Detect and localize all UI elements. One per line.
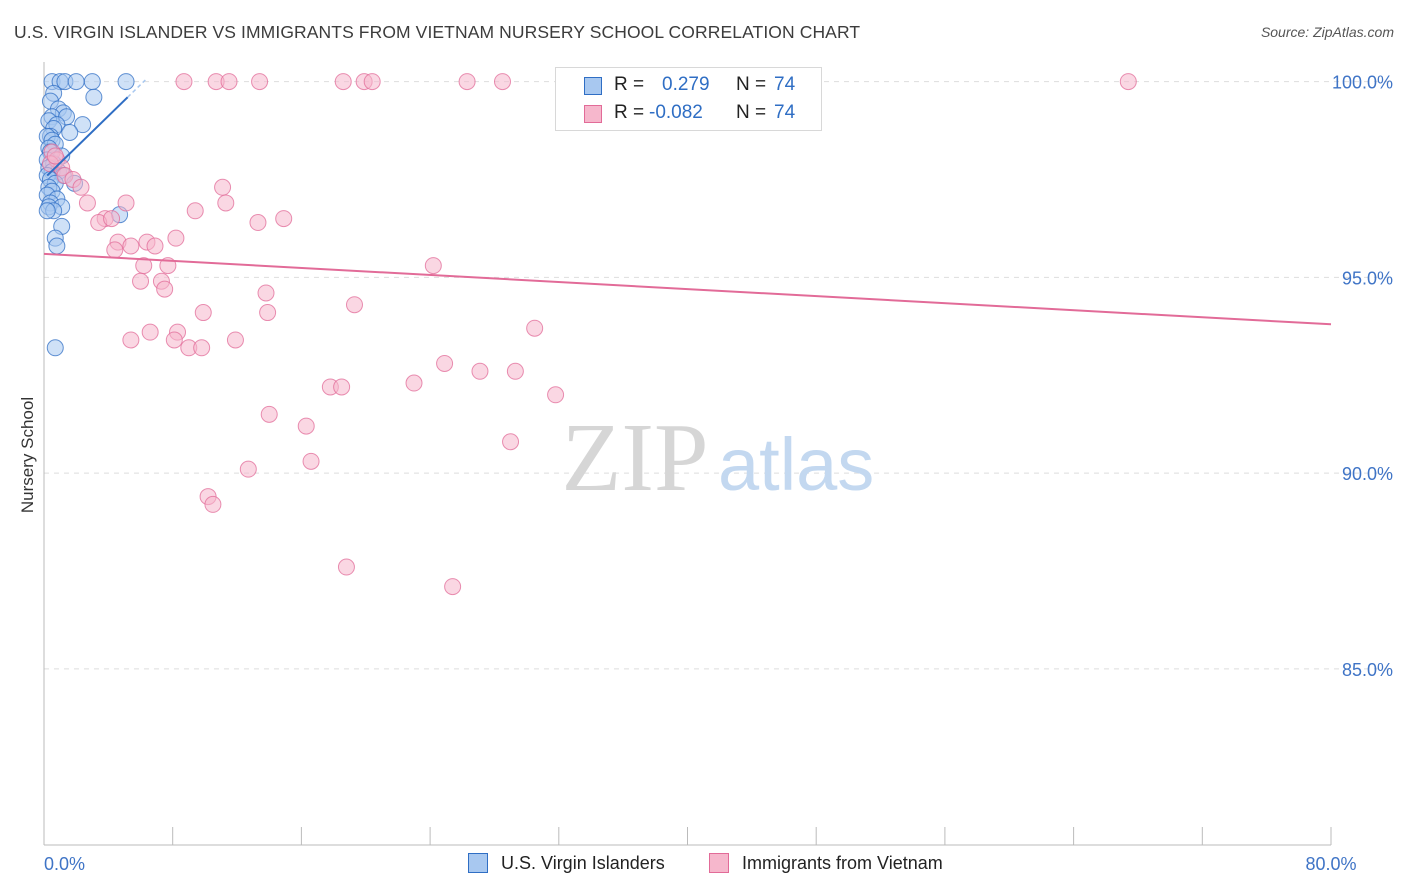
correlation-box: R = 0.279 N = 74 R = -0.082 N = 74: [555, 67, 822, 131]
n-value: 74: [774, 102, 796, 123]
point-virgin-islanders: [67, 73, 85, 91]
point-virgin-islanders: [61, 123, 79, 141]
point-vietnam: [493, 73, 511, 91]
point-vietnam: [334, 73, 352, 91]
point-vietnam: [333, 378, 351, 396]
point-vietnam: [458, 73, 476, 91]
x-tick-label: 0.0%: [44, 854, 85, 874]
point-vietnam: [214, 178, 232, 196]
point-vietnam: [141, 323, 159, 341]
point-vietnam: [165, 331, 183, 349]
point-vietnam: [526, 319, 544, 337]
axes: [43, 62, 1332, 846]
point-vietnam: [239, 460, 257, 478]
legend-swatch-blue: [468, 853, 488, 873]
point-vietnam: [249, 214, 267, 232]
correlation-row-blue: R = 0.279 N = 74: [556, 73, 821, 99]
source-label: Source: ZipAtlas.com: [1260, 24, 1394, 40]
trend-line-vietnam: [43, 252, 1332, 326]
point-virgin-islanders: [83, 73, 101, 91]
point-vietnam: [217, 194, 235, 212]
point-vietnam: [186, 202, 204, 220]
point-vietnam: [175, 73, 193, 91]
legend-label: Immigrants from Vietnam: [742, 853, 943, 873]
point-vietnam: [1119, 73, 1137, 91]
r-value: -0.082: [649, 102, 703, 123]
blue-swatch: [584, 77, 602, 95]
point-virgin-islanders: [74, 116, 92, 134]
point-vietnam: [471, 362, 489, 380]
point-vietnam: [194, 304, 212, 322]
point-vietnam: [547, 386, 565, 404]
point-vietnam: [103, 210, 121, 228]
point-vietnam: [444, 578, 462, 596]
point-vietnam: [502, 433, 520, 451]
point-vietnam: [259, 304, 277, 322]
point-vietnam: [302, 452, 320, 470]
point-vietnam: [132, 272, 150, 290]
watermark: ZIP atlas: [562, 404, 875, 512]
legend-swatch-pink: [709, 853, 729, 873]
watermark-zip: ZIP: [562, 404, 709, 512]
point-vietnam: [337, 558, 355, 576]
point-vietnam: [156, 280, 174, 298]
data-points: [38, 73, 1137, 596]
point-vietnam: [297, 417, 315, 435]
point-vietnam: [122, 331, 140, 349]
pink-swatch: [584, 105, 602, 123]
point-vietnam: [506, 362, 524, 380]
point-virgin-islanders: [85, 88, 103, 106]
point-vietnam: [424, 257, 442, 275]
tick-labels: 100.0% 95.0% 90.0% 85.0% 0.0% 80.0%: [44, 73, 1393, 874]
point-vietnam: [226, 331, 244, 349]
point-vietnam: [275, 210, 293, 228]
point-vietnam: [193, 339, 211, 357]
point-vietnam: [72, 178, 90, 196]
point-vietnam: [117, 194, 135, 212]
point-vietnam: [405, 374, 423, 392]
point-virgin-islanders: [117, 73, 135, 91]
point-vietnam: [167, 229, 185, 247]
point-vietnam: [78, 194, 96, 212]
point-vietnam: [122, 237, 140, 255]
point-vietnam: [363, 73, 381, 91]
y-tick-label: 90.0%: [1342, 464, 1393, 484]
x-tick-label: 80.0%: [1305, 854, 1356, 874]
point-vietnam: [260, 405, 278, 423]
r-label: R =: [614, 74, 645, 95]
legend-label: U.S. Virgin Islanders: [501, 853, 665, 873]
point-vietnam: [106, 241, 124, 259]
y-tick-label: 85.0%: [1342, 660, 1393, 680]
correlation-row-pink: R = -0.082 N = 74: [556, 101, 821, 127]
r-label: R =: [614, 102, 645, 123]
y-tick-label: 95.0%: [1342, 268, 1393, 288]
trend-lines: [43, 79, 1332, 326]
point-vietnam: [257, 284, 275, 302]
point-vietnam: [345, 296, 363, 314]
y-tick-label: 100.0%: [1332, 73, 1393, 93]
chart-title: U.S. VIRGIN ISLANDER VS IMMIGRANTS FROM …: [14, 22, 861, 42]
point-vietnam: [46, 147, 64, 165]
watermark-atlas: atlas: [718, 423, 874, 506]
trend-line-virgin-islanders: [46, 96, 129, 177]
point-virgin-islanders: [46, 339, 64, 357]
gridlines: [44, 81, 1394, 670]
r-value: 0.279: [662, 74, 710, 95]
point-vietnam: [146, 237, 164, 255]
point-vietnam: [204, 495, 222, 513]
point-virgin-islanders: [38, 202, 56, 220]
n-label: N =: [736, 102, 767, 123]
n-value: 74: [774, 74, 796, 95]
point-vietnam: [436, 354, 454, 372]
point-virgin-islanders: [48, 237, 66, 255]
point-vietnam: [220, 73, 238, 91]
n-label: N =: [736, 74, 767, 95]
point-vietnam: [251, 73, 269, 91]
